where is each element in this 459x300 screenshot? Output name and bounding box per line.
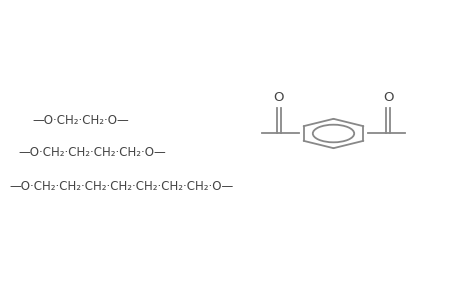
Text: O: O xyxy=(273,91,283,104)
Text: O: O xyxy=(382,91,392,104)
Text: —O·CH₂·CH₂·CH₂·CH₂·CH₂·CH₂·CH₂·O—: —O·CH₂·CH₂·CH₂·CH₂·CH₂·CH₂·CH₂·O— xyxy=(9,179,233,193)
Text: —O·CH₂·CH₂·O—: —O·CH₂·CH₂·O— xyxy=(32,113,129,127)
Text: —O·CH₂·CH₂·CH₂·CH₂·O—: —O·CH₂·CH₂·CH₂·CH₂·O— xyxy=(18,146,166,160)
